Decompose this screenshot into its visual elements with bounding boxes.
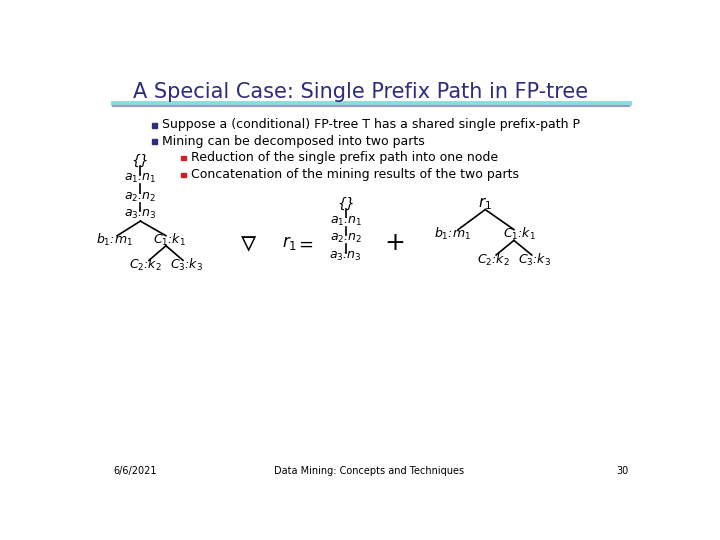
Text: $C_1$:$k_1$: $C_1$:$k_1$ [153, 232, 186, 248]
Bar [152, 139, 158, 144]
Text: $r_1$: $r_1$ [478, 195, 492, 212]
Text: $a_2$:$n_2$: $a_2$:$n_2$ [330, 232, 362, 245]
Text: Concatenation of the mining results of the two parts: Concatenation of the mining results of t… [191, 167, 518, 181]
Text: 30: 30 [616, 467, 629, 476]
Bar [181, 173, 186, 177]
Text: {}: {} [132, 154, 149, 168]
Text: $C_3$:$k_3$: $C_3$:$k_3$ [170, 257, 202, 273]
Text: $C_1$:$k_1$: $C_1$:$k_1$ [503, 226, 536, 242]
Text: $b_1$:$m_1$: $b_1$:$m_1$ [96, 232, 133, 248]
Text: A Special Case: Single Prefix Path in FP-tree: A Special Case: Single Prefix Path in FP… [132, 82, 588, 102]
Text: Data Mining: Concepts and Techniques: Data Mining: Concepts and Techniques [274, 467, 464, 476]
Text: $C_2$:$k_2$: $C_2$:$k_2$ [477, 252, 509, 268]
Text: Reduction of the single prefix path into one node: Reduction of the single prefix path into… [191, 151, 498, 164]
Text: $a_3$:$n_3$: $a_3$:$n_3$ [330, 250, 362, 263]
Bar [181, 156, 186, 160]
Text: $a_3$:$n_3$: $a_3$:$n_3$ [124, 208, 157, 221]
Text: $C_3$:$k_3$: $C_3$:$k_3$ [518, 252, 552, 268]
Text: 6/6/2021: 6/6/2021 [113, 467, 157, 476]
Text: $+$: $+$ [384, 232, 404, 255]
Bar [152, 123, 158, 128]
Text: $a_1$:$n_1$: $a_1$:$n_1$ [330, 214, 362, 228]
Text: $\triangledown$: $\triangledown$ [240, 229, 258, 258]
Text: $b_1$:$m_1$: $b_1$:$m_1$ [434, 226, 471, 242]
Text: Mining can be decomposed into two parts: Mining can be decomposed into two parts [162, 134, 425, 147]
Text: {}: {} [337, 197, 355, 211]
Text: $C_2$:$k_2$: $C_2$:$k_2$ [130, 257, 162, 273]
Text: $r_1$: $r_1$ [282, 234, 297, 252]
Text: $a_1$:$n_1$: $a_1$:$n_1$ [124, 172, 156, 185]
Text: Suppose a (conditional) FP-tree T has a shared single prefix-path P: Suppose a (conditional) FP-tree T has a … [162, 118, 580, 131]
Text: $=$: $=$ [294, 234, 313, 252]
Text: $a_2$:$n_2$: $a_2$:$n_2$ [125, 191, 156, 204]
